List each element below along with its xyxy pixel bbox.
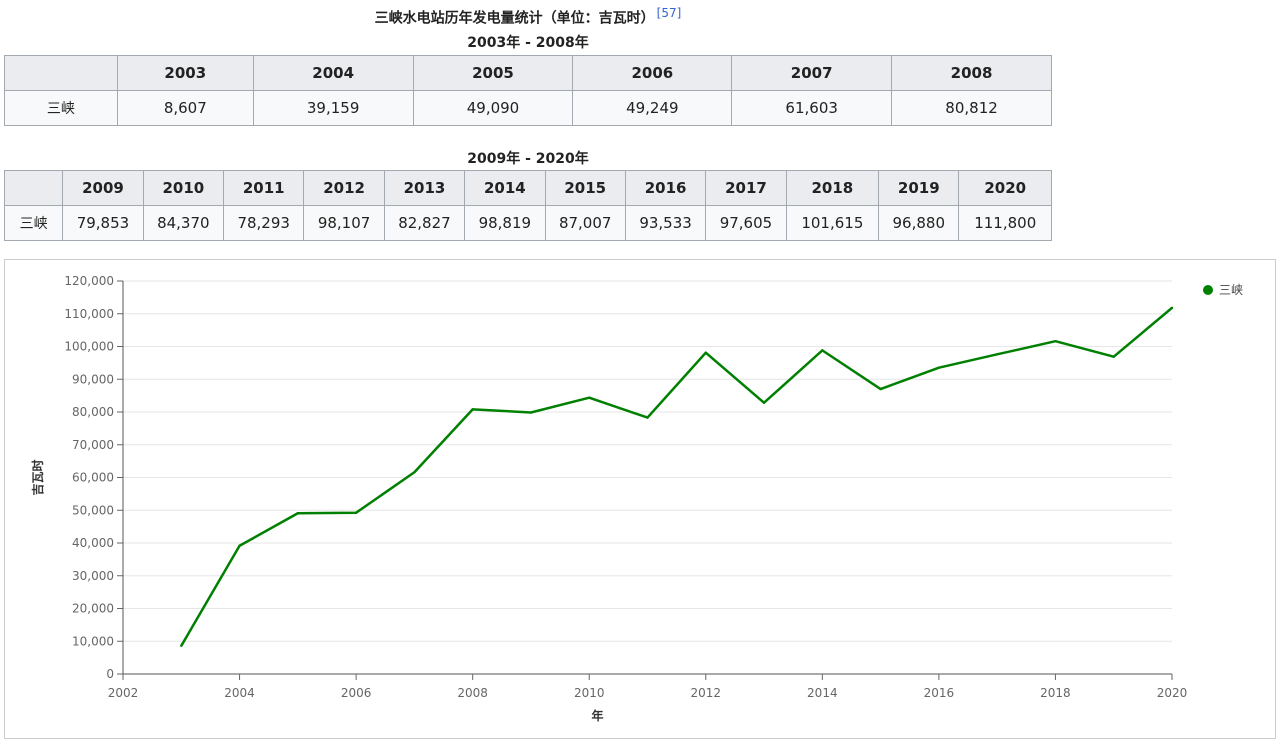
data-point	[762, 401, 766, 404]
value-cell: 49,090	[412, 90, 574, 126]
x-tick-label: 2006	[341, 686, 372, 700]
y-tick-label: 10,000	[72, 634, 114, 648]
corner-cell	[4, 55, 118, 91]
page-title: 三峡水电站历年发电量统计（单位：吉瓦时） [57]	[0, 6, 1056, 28]
y-tick-label: 20,000	[72, 602, 114, 616]
data-point	[821, 349, 824, 352]
data-point	[879, 387, 882, 391]
x-axis-label: 年	[591, 708, 603, 723]
data-point	[1170, 306, 1174, 310]
table-row: 三峡 8,607 39,159 49,090 49,249 61,603 80,812	[4, 90, 1052, 126]
value-cell: 84,370	[142, 205, 225, 241]
value-cell: 98,107	[303, 205, 385, 241]
corner-cell	[3, 170, 64, 206]
table-header-row: 2009 2010 2011 2012 2013 2014 2015 2016 2017 2018…	[3, 170, 1052, 206]
x-tick-label: 2012	[691, 686, 722, 700]
x-tick-label: 2002	[108, 686, 139, 700]
y-axis-label: 吉瓦时	[30, 459, 45, 495]
value-cell: 39,159	[252, 90, 414, 126]
year-header: 2008	[891, 55, 1052, 91]
table-2003-2008: 2003 2004 2005 2006 2007 2008 三峡 8,607 39,159 49…	[4, 55, 1052, 126]
value-cell: 61,603	[731, 90, 893, 126]
table-2009-2020: 2009 2010 2011 2012 2013 2014 2015 2016 2017 2018…	[3, 170, 1052, 241]
value-cell: 93,533	[624, 205, 707, 241]
value-cell: 49,249	[572, 90, 733, 126]
value-cell: 87,007	[544, 205, 626, 241]
x-tick-label: 2014	[807, 686, 838, 700]
y-tick-label: 60,000	[72, 471, 114, 485]
year-header: 2005	[412, 55, 574, 91]
value-cell: 79,853	[62, 205, 144, 241]
year-header: 2010	[142, 170, 225, 206]
title-text: 三峡水电站历年发电量统计（单位：吉瓦时）	[374, 10, 655, 27]
y-tick-label: 40,000	[72, 536, 114, 550]
year-header: 2018	[785, 170, 880, 206]
data-point	[995, 353, 999, 356]
value-cell: 78,293	[223, 205, 305, 241]
legend-label: 三峡	[1219, 283, 1243, 297]
row-label: 三峡	[3, 205, 64, 241]
y-tick-label: 100,000	[64, 340, 114, 354]
citation-link[interactable]: [57]	[656, 6, 682, 20]
year-header: 2014	[464, 170, 546, 206]
data-point	[238, 544, 241, 547]
y-tick-label: 110,000	[64, 307, 114, 321]
y-tick-label: 30,000	[72, 569, 114, 583]
table1-caption: 2003年 - 2008年	[467, 35, 589, 51]
y-tick-label: 0	[106, 667, 114, 681]
x-tick-label: 2004	[224, 686, 255, 700]
data-point	[1112, 355, 1115, 358]
value-cell: 111,800	[958, 205, 1052, 241]
row-label: 三峡	[4, 90, 118, 126]
x-tick-label: 2010	[574, 686, 605, 700]
value-cell: 8,607	[116, 90, 254, 126]
value-cell: 97,605	[705, 205, 787, 241]
series-line	[180, 306, 1173, 647]
year-header: 2004	[252, 55, 414, 91]
table-row: 三峡 79,853 84,370 78,293 98,107 82,827 98,819 87…	[3, 205, 1052, 241]
value-cell: 101,615	[785, 205, 880, 241]
value-cell: 98,819	[464, 205, 546, 241]
y-tick-label: 90,000	[72, 372, 114, 386]
chart-frame	[4, 259, 1276, 739]
y-tick-label: 80,000	[72, 405, 114, 419]
data-point	[413, 471, 416, 474]
table2-caption: 2009年 - 2020年	[467, 151, 589, 167]
data-point	[704, 351, 707, 354]
year-header: 2007	[731, 55, 893, 91]
year-header: 2020	[958, 170, 1052, 206]
y-tick-label: 70,000	[72, 438, 114, 452]
data-point	[529, 411, 533, 414]
year-header: 2003	[116, 55, 254, 91]
x-tick-label: 2008	[457, 686, 488, 700]
year-header: 2019	[878, 170, 960, 206]
x-tick-label: 2018	[1040, 686, 1071, 700]
year-header: 2011	[223, 170, 305, 206]
value-cell: 82,827	[383, 205, 466, 241]
y-tick-label: 120,000	[64, 274, 114, 288]
data-point	[471, 408, 474, 411]
x-tick-label: 2016	[924, 686, 955, 700]
data-point	[1054, 340, 1057, 343]
data-point	[588, 396, 591, 399]
data-point	[646, 416, 649, 419]
data-point	[937, 366, 941, 369]
year-header: 2006	[572, 55, 733, 91]
y-tick-label: 50,000	[72, 503, 114, 517]
data-point	[354, 511, 358, 514]
year-header: 2017	[705, 170, 787, 206]
table-header-row: 2003 2004 2005 2006 2007 2008	[4, 55, 1052, 91]
data-point	[180, 644, 183, 648]
value-cell: 80,812	[891, 90, 1052, 126]
x-tick-label: 2020	[1157, 686, 1188, 700]
legend-marker	[1203, 285, 1213, 295]
data-point	[296, 512, 300, 515]
value-cell: 96,880	[878, 205, 960, 241]
